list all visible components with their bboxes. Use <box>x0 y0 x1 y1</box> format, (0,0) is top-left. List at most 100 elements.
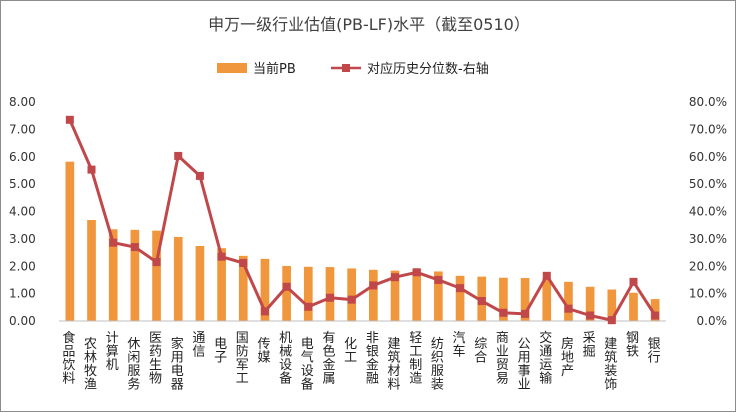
bar <box>195 245 205 321</box>
bar-series <box>65 161 660 321</box>
line-point <box>607 316 616 325</box>
right-tick-label: 40.0% <box>689 205 727 219</box>
bar <box>217 248 226 321</box>
category-label: 休闲服务 <box>127 337 140 393</box>
line-point <box>391 273 400 282</box>
bar <box>607 289 617 321</box>
left-tick-label: 3.00 <box>9 232 36 246</box>
line-point <box>412 268 421 277</box>
category-label: 电子 <box>214 337 227 366</box>
category-label: 家用电器 <box>171 336 184 393</box>
right-tick-label: 50.0% <box>689 177 727 191</box>
bar <box>173 236 183 321</box>
category-label: 银行 <box>648 337 661 366</box>
left-tick-label: 5.00 <box>9 177 36 191</box>
category-label: 化工 <box>344 337 357 366</box>
line-point <box>586 311 595 320</box>
left-tick-label: 4.00 <box>9 205 36 219</box>
line-point <box>434 275 443 284</box>
line-point <box>152 258 161 267</box>
right-tick-label: 60.0% <box>689 150 727 164</box>
left-tick-label: 2.00 <box>9 259 36 273</box>
bar <box>520 278 530 321</box>
line-point <box>456 284 465 293</box>
right-axis-ticks: 0.0% 10.0% 20.0% 30.0% 40.0% 50.0% 60.0% 70.0% 8… <box>689 95 727 328</box>
bar <box>629 292 638 321</box>
bar <box>455 275 465 321</box>
category-label: 农林牧渔 <box>84 337 97 393</box>
category-label: 建筑装饰 <box>604 337 617 393</box>
line-point <box>304 302 313 311</box>
right-tick-label: 20.0% <box>689 259 727 273</box>
line-point <box>130 243 139 252</box>
left-tick-label: 6.00 <box>9 150 36 164</box>
chart-title: 申万一级行业估值(PB-LF)水平（截至0510） <box>208 15 530 34</box>
bar <box>347 268 356 321</box>
line-point <box>651 311 660 320</box>
line-point <box>629 277 638 286</box>
bar <box>542 278 552 321</box>
category-label: 电气设备 <box>301 337 314 393</box>
bar <box>130 229 140 321</box>
percentile-line <box>68 119 657 322</box>
line-point <box>195 171 204 180</box>
line-point <box>521 309 530 318</box>
line-point <box>239 258 248 267</box>
bar <box>650 299 660 321</box>
line-point <box>217 252 226 261</box>
category-label: 综合 <box>474 337 487 366</box>
bar <box>499 277 508 321</box>
bar <box>238 255 248 321</box>
category-label: 房地产 <box>561 336 574 379</box>
category-label: 传媒 <box>257 337 270 366</box>
bar <box>282 265 291 321</box>
line-point <box>347 295 356 304</box>
bar <box>434 271 443 321</box>
category-label: 采掘 <box>583 331 596 360</box>
right-tick-label: 0.0% <box>697 314 728 328</box>
line-point <box>260 307 269 316</box>
category-label: 汽车 <box>453 331 466 360</box>
category-label: 建筑材料 <box>388 337 401 393</box>
left-tick-label: 1.00 <box>9 287 36 301</box>
legend-line-label: 对应历史分位数-右轴 <box>367 61 489 77</box>
category-label: 计算机 <box>106 331 119 373</box>
line-point <box>325 293 334 302</box>
category-label: 公用事业 <box>518 337 531 393</box>
bar <box>87 219 96 321</box>
left-tick-label: 8.00 <box>9 95 36 109</box>
category-label: 交通运输 <box>539 330 552 387</box>
legend-line-marker <box>342 64 350 72</box>
bar <box>390 270 400 321</box>
category-label: 通信 <box>192 331 205 360</box>
left-tick-label: 7.00 <box>9 122 36 136</box>
line-point <box>564 304 573 313</box>
right-tick-label: 80.0% <box>689 95 727 109</box>
left-axis-ticks: 0.00 1.00 2.00 3.00 4.00 5.00 6.00 7.00 8.00 <box>9 95 36 328</box>
legend: 当前PB 对应历史分位数-右轴 <box>217 61 489 77</box>
line-point <box>282 282 291 291</box>
left-tick-label: 0.00 <box>9 314 36 328</box>
bar <box>369 269 378 321</box>
category-label: 医药生物 <box>149 331 162 387</box>
category-label: 有色金属 <box>322 331 335 387</box>
category-label: 轻工制造 <box>409 331 422 387</box>
line-series <box>65 115 660 325</box>
legend-bar-label: 当前PB <box>253 61 296 77</box>
category-label: 商业贸易 <box>496 331 509 387</box>
bar <box>260 258 270 321</box>
line-point <box>65 115 74 124</box>
bar <box>585 286 595 321</box>
category-label: 钢铁 <box>626 331 639 360</box>
category-label: 机械设备 <box>279 331 292 387</box>
right-tick-label: 70.0% <box>689 122 727 136</box>
line-point <box>109 238 118 247</box>
right-tick-label: 30.0% <box>689 232 727 246</box>
legend-bar-swatch <box>217 63 247 73</box>
bar <box>65 161 75 321</box>
bar <box>303 266 313 321</box>
bar <box>564 281 573 321</box>
